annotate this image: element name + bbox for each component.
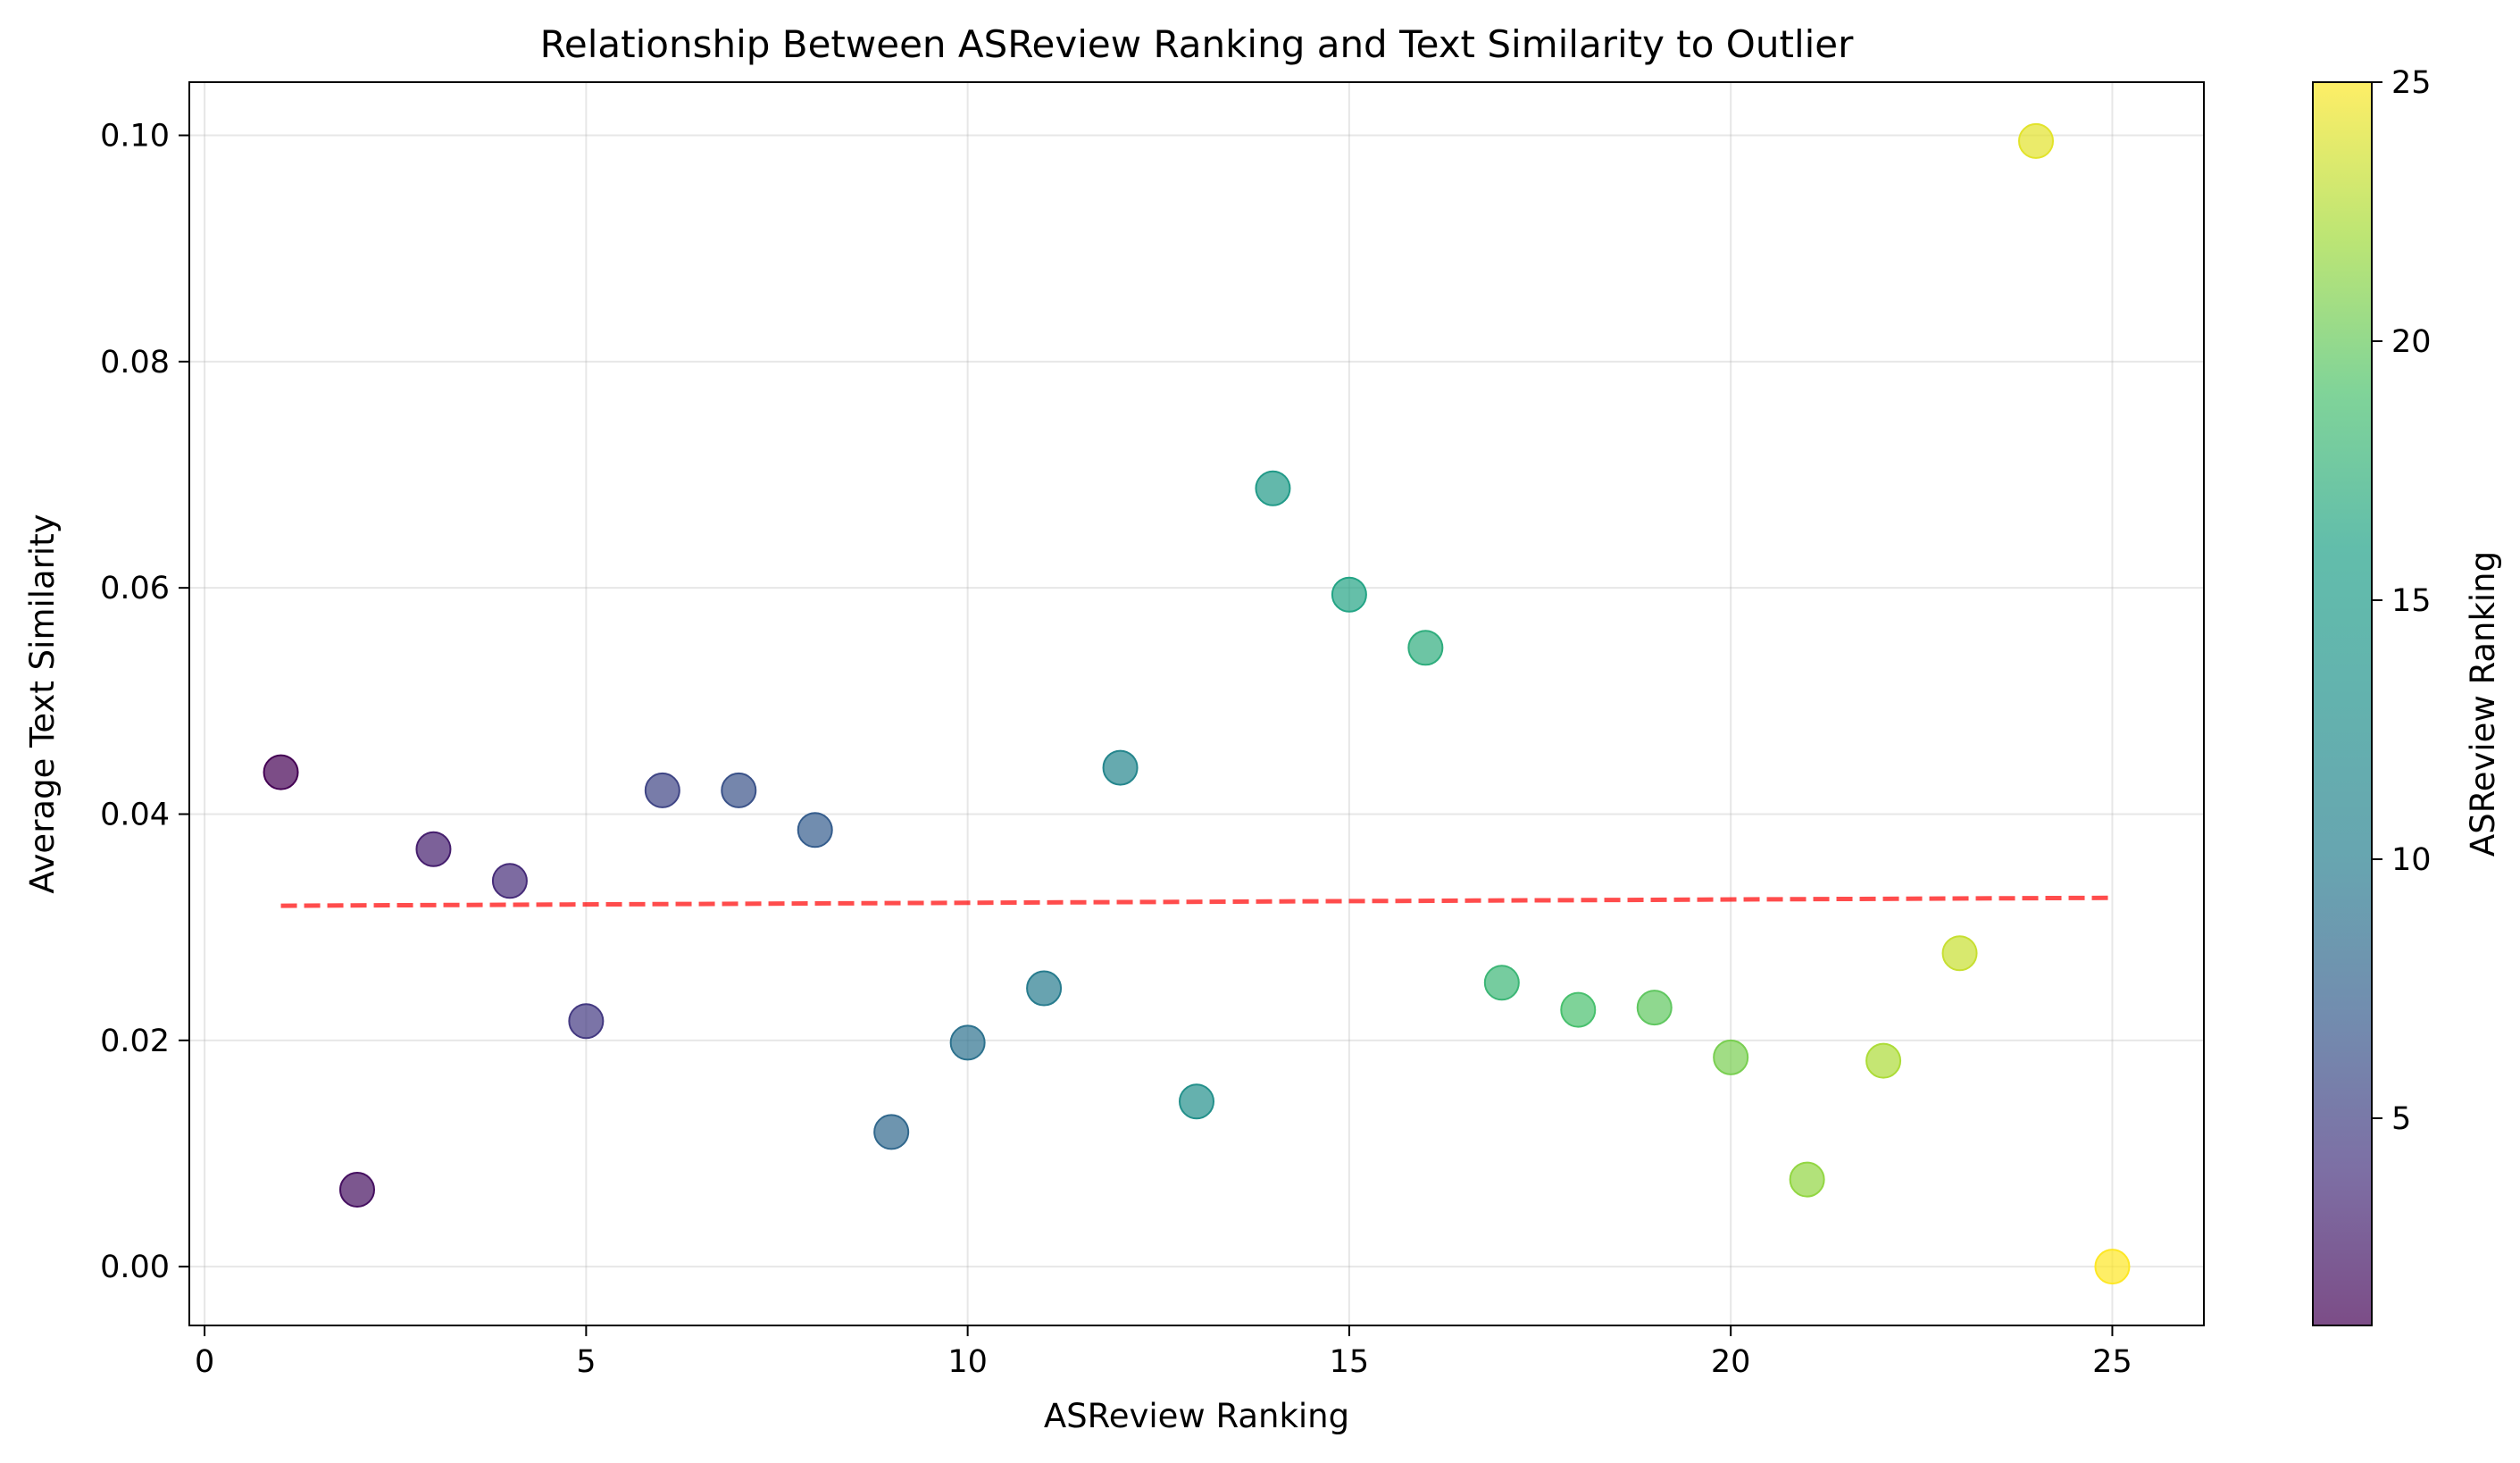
x-tick-label: 20: [1711, 1344, 1751, 1380]
colorbar-tick-label: 10: [2391, 842, 2432, 878]
plot-frame: [188, 81, 2205, 1326]
x-tick-label: 15: [1330, 1344, 1370, 1380]
trend-line: [280, 895, 2113, 908]
data-point: [949, 1024, 986, 1061]
y-tick-label: 0.04: [100, 797, 170, 832]
data-point: [1255, 470, 1291, 506]
data-point: [721, 772, 757, 808]
data-point: [1102, 749, 1139, 786]
x-axis-label: ASReview Ranking: [1044, 1397, 1349, 1435]
data-point: [2094, 1249, 2131, 1285]
data-point: [644, 772, 680, 808]
colorbar-tick-label: 15: [2391, 583, 2432, 619]
data-point: [1026, 970, 1063, 1007]
y-tick-label: 0.10: [100, 119, 170, 155]
y-tick-label: 0.08: [100, 345, 170, 380]
colorbar-frame: [2312, 81, 2373, 1326]
y-axis: 0.00 0.02 0.04 0.06 0.08 0.10: [100, 119, 189, 1285]
data-point: [1331, 576, 1367, 613]
data-point: [491, 863, 528, 899]
x-tick-label: 5: [576, 1344, 596, 1380]
colorbar-label: ASReview Ranking: [2464, 551, 2502, 857]
chart-title: Relationship Between ASReview Ranking an…: [540, 22, 1855, 66]
data-point: [1179, 1083, 1214, 1120]
data-point: [1865, 1042, 1902, 1079]
data-point: [568, 1003, 605, 1040]
x-tick-label: 10: [947, 1344, 988, 1380]
x-tick-label: 0: [195, 1344, 214, 1380]
grid: [189, 82, 2204, 1325]
y-tick-label: 0.00: [100, 1250, 170, 1285]
x-axis: 0 5 10 15 20 25: [195, 1325, 2132, 1380]
data-point: [339, 1172, 375, 1208]
data-point: [263, 754, 299, 790]
data-point: [873, 1114, 910, 1150]
data-point: [1407, 630, 1444, 666]
x-tick-label: 25: [2092, 1344, 2132, 1380]
points-group: [263, 122, 2131, 1285]
y-axis-label: Average Text Similarity: [23, 514, 62, 893]
y-tick-label: 0.02: [100, 1024, 170, 1059]
data-point: [1941, 935, 1978, 972]
data-point: [1560, 991, 1597, 1028]
data-point: [2018, 122, 2054, 159]
data-point: [415, 831, 452, 867]
colorbar: 5 10 15 20 25 ASReview Ranking: [2312, 65, 2502, 1326]
trend-line-group: [280, 895, 2113, 908]
data-point: [797, 812, 833, 849]
y-tick-label: 0.06: [100, 571, 170, 606]
colorbar-tick-label: 25: [2391, 65, 2432, 101]
colorbar-gradient: [2313, 82, 2372, 1325]
colorbar-tick-label: 20: [2391, 324, 2432, 360]
data-point: [1789, 1161, 1825, 1198]
colorbar-tick-label: 5: [2391, 1101, 2411, 1137]
data-point: [1713, 1039, 1749, 1075]
colorbar-ticks: 5 10 15 20 25: [2372, 65, 2432, 1137]
data-point: [1483, 965, 1520, 1001]
data-point: [1636, 990, 1673, 1026]
